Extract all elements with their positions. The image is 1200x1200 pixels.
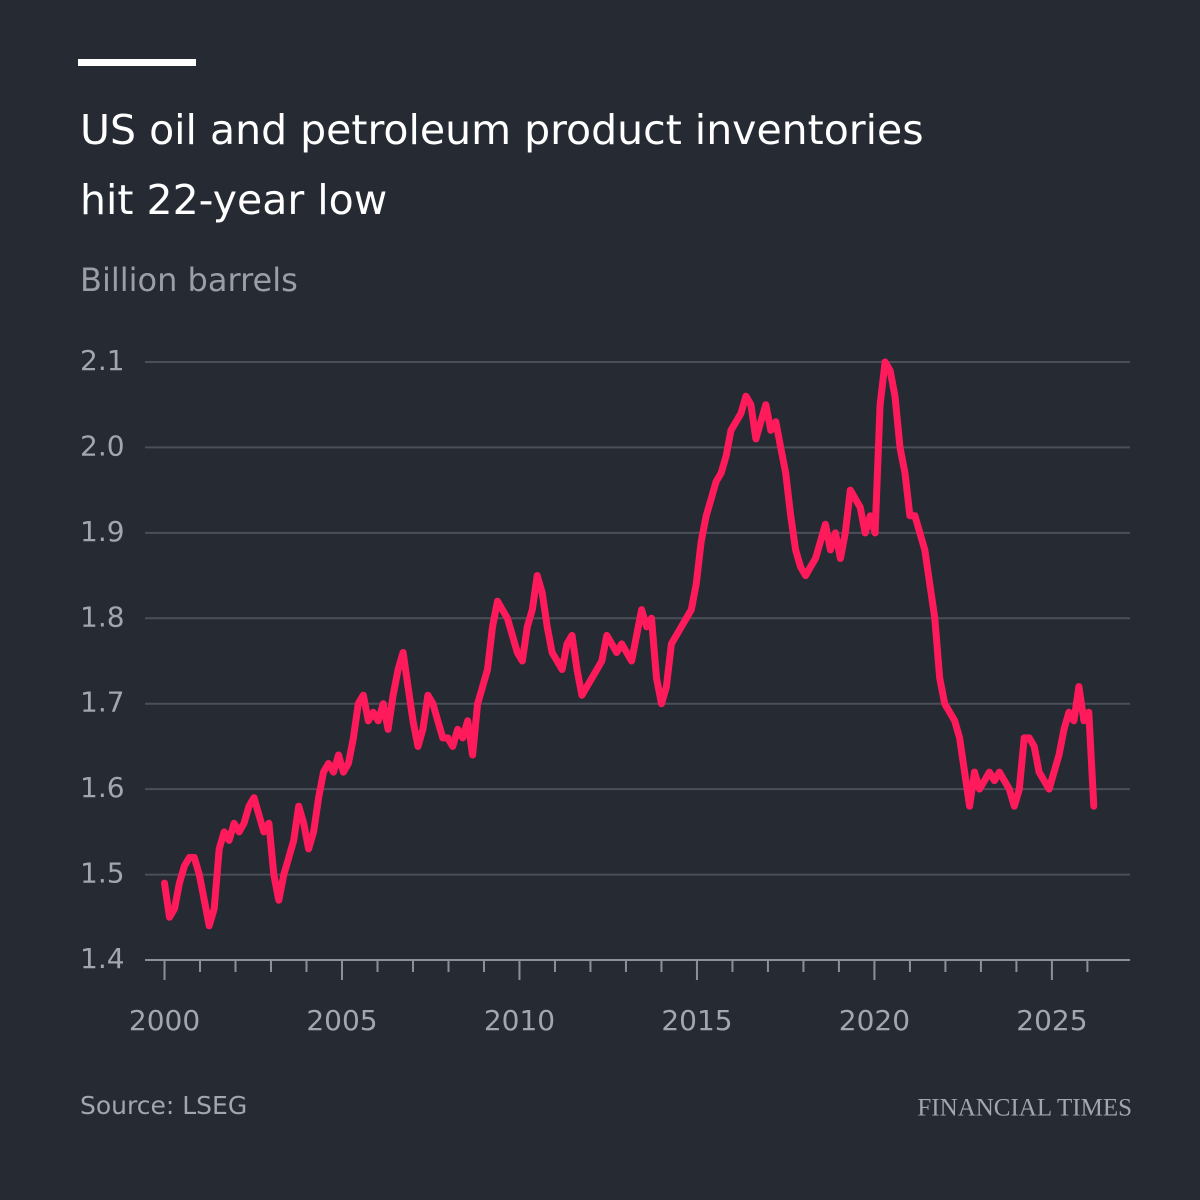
top-bar bbox=[78, 59, 196, 66]
y-tick-label: 2.1 bbox=[80, 344, 125, 377]
y-tick-label: 1.8 bbox=[80, 600, 125, 633]
brand: FINANCIAL TIMES bbox=[917, 1095, 1132, 1122]
x-tick-label: 2010 bbox=[484, 1004, 555, 1037]
chart-title: US oil and petroleum product inventories bbox=[80, 106, 924, 154]
x-tick-label: 2020 bbox=[839, 1004, 910, 1037]
y-tick-label: 1.6 bbox=[80, 771, 125, 804]
y-tick-label: 1.4 bbox=[80, 942, 125, 975]
y-tick-label: 1.7 bbox=[80, 686, 125, 719]
x-tick-label: 2005 bbox=[306, 1004, 377, 1037]
x-tick-label: 2015 bbox=[661, 1004, 732, 1037]
y-tick-label: 1.5 bbox=[80, 857, 125, 890]
x-tick-label: 2000 bbox=[129, 1004, 200, 1037]
subtitle: Billion barrels bbox=[80, 261, 298, 299]
source: Source: LSEG bbox=[80, 1091, 247, 1120]
y-tick-label: 2.0 bbox=[80, 429, 125, 462]
chart-title: hit 22-year low bbox=[80, 176, 387, 224]
y-tick-label: 1.9 bbox=[80, 515, 125, 548]
data-line bbox=[161, 358, 1098, 930]
x-tick-label: 2025 bbox=[1016, 1004, 1087, 1037]
